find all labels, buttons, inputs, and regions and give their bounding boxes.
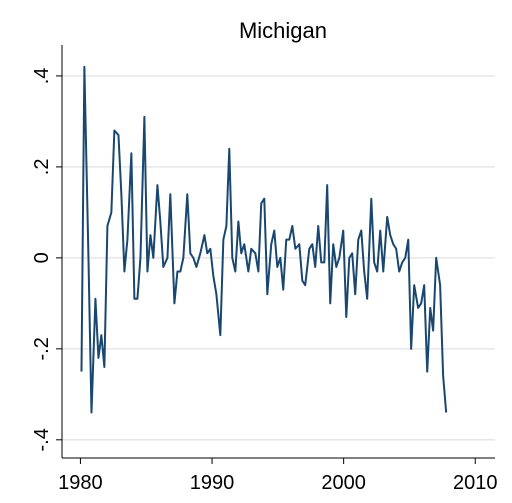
x-tick-label: 2010 [453, 472, 498, 494]
y-tick-label: -.2 [31, 337, 53, 360]
x-tick-label: 1980 [58, 472, 103, 494]
y-tick-label: .2 [31, 159, 53, 176]
y-tick-label: -.4 [31, 428, 53, 451]
y-tick-label: .4 [31, 68, 53, 85]
line-series [80, 65, 448, 414]
x-tick-label: 1990 [190, 472, 235, 494]
chart-title: Michigan [239, 18, 327, 43]
x-tick-label: 2000 [321, 472, 366, 494]
y-tick-label: 0 [31, 252, 53, 263]
